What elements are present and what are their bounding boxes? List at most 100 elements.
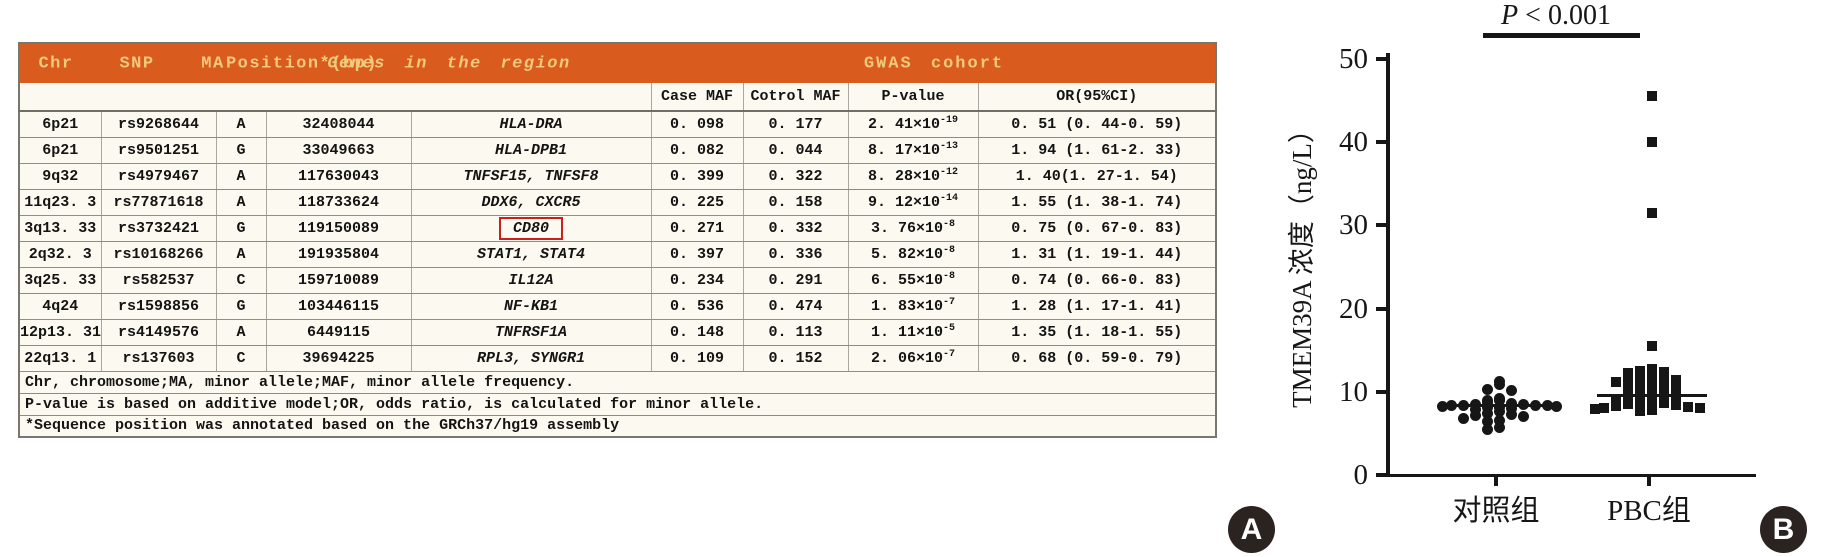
p-exponent: -7 <box>943 349 956 360</box>
column-header-p-value: P-value <box>847 83 979 112</box>
cell-chr: 22q13. 1 <box>18 345 102 372</box>
data-point <box>1647 363 1657 374</box>
y-tick-label: 50 <box>1339 43 1368 75</box>
y-tick <box>1376 57 1387 61</box>
cell-p-value: 8. 28×10-12 <box>847 163 979 190</box>
y-tick <box>1376 306 1387 311</box>
highlighted-gene: CD80 <box>498 216 563 240</box>
footnote-row: P-value is based on additive model;OR, o… <box>19 392 1217 415</box>
y-tick <box>1376 389 1387 394</box>
cell-snp: rs4149576 <box>100 319 217 346</box>
data-point <box>1647 378 1657 389</box>
cell-chr: 12p13. 31 <box>18 319 102 346</box>
data-point <box>1623 383 1633 394</box>
cell-or-ci: 1. 28 (1. 17-1. 41) <box>977 293 1217 320</box>
data-point <box>1671 375 1681 386</box>
subheader-empty-cell <box>19 83 652 112</box>
data-point <box>1590 404 1600 415</box>
p-exponent: -12 <box>940 167 959 178</box>
cell-ma: G <box>215 137 267 164</box>
cell-control-maf: 0. 152 <box>742 345 849 372</box>
data-point <box>1647 207 1657 218</box>
table-row: 6p21 rs9268644 A 32408044 HLA-DRA 0. 098 0. 17… <box>18 111 1217 138</box>
cell-ma: G <box>215 215 267 242</box>
cell-or-ci: 0. 74 (0. 66-0. 83) <box>977 267 1217 294</box>
panel-label-a: A <box>1228 506 1275 553</box>
cell-case-maf: 0. 234 <box>650 267 744 294</box>
cell-or-ci: 1. 94 (1. 61-2. 33) <box>977 137 1217 164</box>
cell-position: 191935804 <box>265 241 412 268</box>
data-point <box>1635 405 1645 416</box>
p-value-annotation: P < 0.001 <box>1501 0 1611 31</box>
column-header-snp: SNP <box>119 54 155 73</box>
cell-or-ci: 1. 40(1. 27-1. 54) <box>977 163 1217 190</box>
data-point <box>1635 388 1645 399</box>
p-exponent: -5 <box>943 323 956 334</box>
data-point <box>1623 391 1633 402</box>
cell-p-value: 8. 17×10-13 <box>847 137 979 164</box>
data-point <box>1469 410 1481 422</box>
gene-name: NF-KB1 <box>503 297 558 315</box>
cell-genes: TNFSF15, TNFSF8 <box>410 163 652 190</box>
x-tick <box>1647 477 1651 486</box>
p-mantissa: 8. 17×10 <box>867 142 940 159</box>
cell-position: 103446115 <box>265 293 412 320</box>
p-exponent: -7 <box>943 297 956 308</box>
y-tick-label: 30 <box>1339 209 1368 242</box>
cell-control-maf: 0. 177 <box>742 111 849 138</box>
cell-snp: rs137603 <box>100 345 217 372</box>
cell-position: 39694225 <box>265 345 412 372</box>
footnote-row: *Sequence position was annotated based o… <box>19 414 1217 437</box>
footnote-model: P-value is based on additive model;OR, o… <box>19 392 1217 415</box>
cell-snp: rs3732421 <box>100 215 217 242</box>
data-point <box>1647 369 1657 380</box>
cell-chr: 9q32 <box>18 163 102 190</box>
p-mantissa: 3. 76×10 <box>870 220 943 237</box>
cell-snp: rs77871618 <box>100 189 217 216</box>
data-point <box>1683 401 1693 412</box>
p-mantissa: 5. 82×10 <box>870 246 943 263</box>
p-symbol: P <box>1501 0 1519 31</box>
cell-case-maf: 0. 271 <box>650 215 744 242</box>
y-tick <box>1376 223 1387 228</box>
data-point <box>1647 396 1657 407</box>
gene-name: TNFRSF1A <box>494 323 567 341</box>
cell-snp: rs9501251 <box>100 137 217 164</box>
cell-genes: STAT1, STAT4 <box>410 241 652 268</box>
cell-control-maf: 0. 113 <box>742 319 849 346</box>
cell-position: 33049663 <box>265 137 412 164</box>
p-mantissa: 1. 11×10 <box>870 324 943 341</box>
cell-p-value: 1. 83×10-7 <box>847 293 979 320</box>
p-exponent: -19 <box>940 115 959 127</box>
cell-p-value: 5. 82×10-8 <box>847 241 979 268</box>
data-point <box>1671 400 1681 411</box>
cell-genes: IL12A <box>410 267 652 294</box>
cell-chr: 6p21 <box>18 111 102 138</box>
data-point <box>1505 385 1517 397</box>
cell-snp: rs582537 <box>100 267 217 294</box>
data-point <box>1493 378 1505 390</box>
table-header-row: Chr SNP MA Position*(bp) Genes in the re… <box>19 43 1217 83</box>
cell-ma: A <box>215 189 267 216</box>
data-point <box>1517 411 1529 423</box>
column-header-genes: Genes in the region <box>327 54 571 73</box>
cell-position: 117630043 <box>265 163 412 190</box>
cell-genes: NF-KB1 <box>410 293 652 320</box>
data-point <box>1647 91 1657 102</box>
cell-case-maf: 0. 082 <box>650 137 744 164</box>
gene-name: DDX6, CXCR5 <box>481 193 581 211</box>
cell-genes: HLA-DPB1 <box>410 137 652 164</box>
data-point <box>1469 403 1481 415</box>
cell-case-maf: 0. 098 <box>650 111 744 138</box>
data-point <box>1493 422 1505 434</box>
cell-chr: 4q24 <box>18 293 102 320</box>
data-point <box>1457 399 1469 411</box>
data-point <box>1493 406 1505 418</box>
gene-name: IL12A <box>508 271 554 289</box>
panel-b-scatter-plot: P < 0.001 TMEM39A 浓度（ng/L） 0 10 20 30 40 50 对… <box>1240 0 1821 557</box>
y-tick-label: 0 <box>1353 459 1369 491</box>
cell-control-maf: 0. 474 <box>742 293 849 320</box>
table-row: 11q23. 3 rs77871618 A 118733624 DDX6, CXCR5 0… <box>18 189 1217 216</box>
cell-chr: 2q32. 3 <box>18 241 102 268</box>
column-header-gwas-cohort: GWAS cohort <box>863 54 1005 73</box>
